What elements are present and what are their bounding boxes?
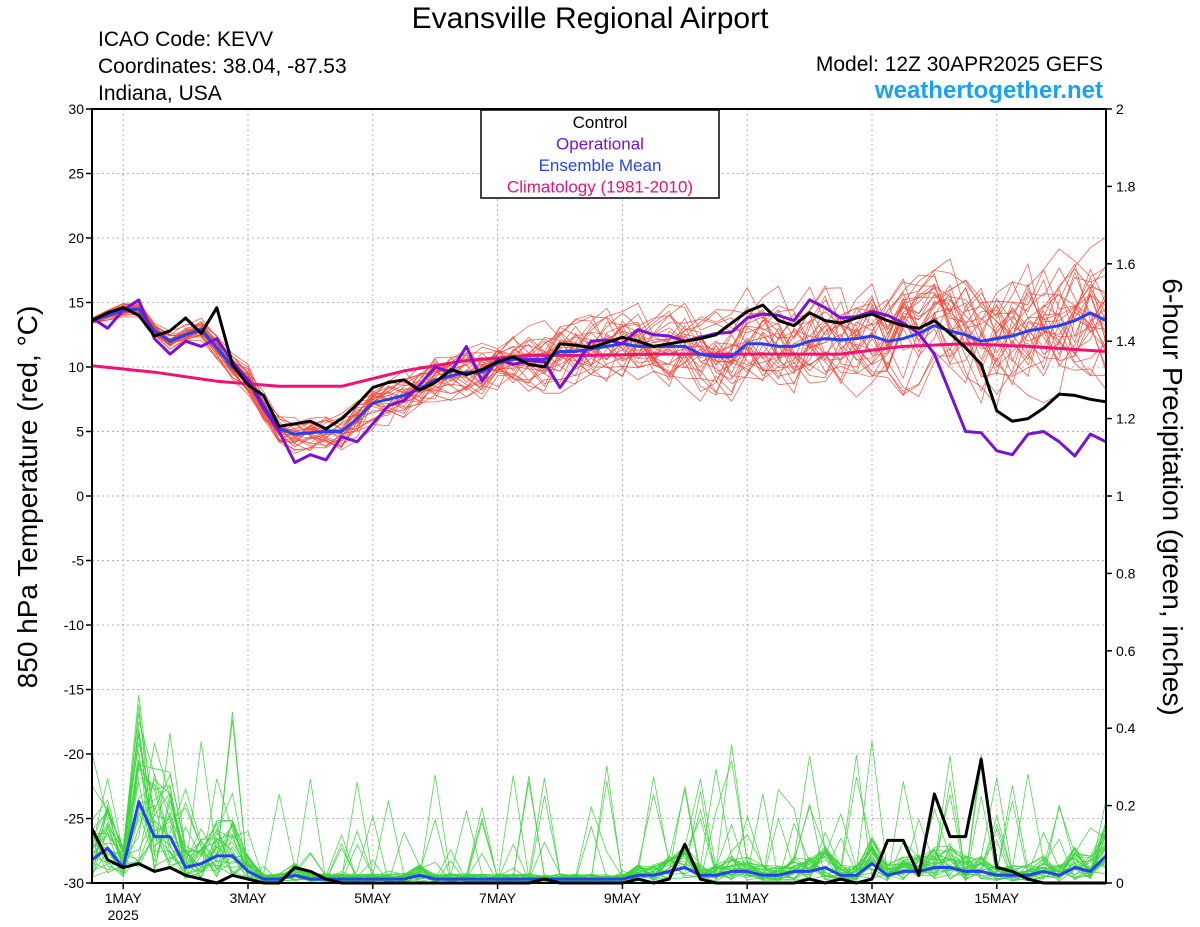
y-tick-label: -30 — [64, 875, 84, 891]
series-lines — [90, 298, 1108, 885]
legend-entry: Climatology (1981-2010) — [507, 178, 693, 197]
y2-tick-label: 0.6 — [1116, 643, 1136, 659]
temp-member-line — [91, 299, 1107, 435]
ensemble-members — [91, 236, 1107, 883]
control-left-line — [91, 303, 1107, 431]
brand-link[interactable]: weathertogether.net — [874, 77, 1103, 104]
x-tick-label: 9MAY — [604, 890, 642, 906]
icao-code: ICAO Code: KEVV — [98, 28, 274, 51]
legend-entry: Ensemble Mean — [539, 156, 662, 175]
y-tick-label: 25 — [68, 166, 84, 182]
legend: Control Operational Ensemble Mean Climatolo… — [480, 109, 720, 199]
region: Indiana, USA — [98, 82, 222, 105]
y-tick-label: -15 — [64, 682, 84, 698]
x-tick-label: 11MAY — [725, 890, 769, 906]
y2-tick-label: 0.2 — [1116, 798, 1136, 814]
x-tick-label: 3MAY — [229, 890, 267, 906]
y2-tick-label: 1.8 — [1116, 178, 1136, 194]
x-tick-sublabel: 2025 — [108, 907, 139, 923]
y-tick-label: -5 — [72, 553, 85, 569]
climatology-left-line — [91, 342, 1107, 388]
y2-tick-label: 1.4 — [1116, 333, 1136, 349]
y-tick-label: 15 — [68, 295, 84, 311]
y2-tick-label: 0.4 — [1116, 720, 1136, 736]
legend-entry: Control — [573, 113, 628, 132]
temp-member-line — [91, 286, 1107, 448]
y-tick-label: 10 — [68, 359, 84, 375]
x-tick-label: 13MAY — [850, 890, 896, 906]
y-tick-label: 5 — [76, 424, 84, 440]
x-tick-label: 15MAY — [974, 890, 1020, 906]
x-tick-label: 7MAY — [479, 890, 517, 906]
page-title: Evansville Regional Airport — [411, 2, 769, 35]
y-tick-label: -10 — [64, 617, 84, 633]
model-run: Model: 12Z 30APR2025 GEFS — [815, 53, 1103, 76]
y2-tick-label: 0 — [1116, 875, 1124, 891]
x-tick-label: 5MAY — [354, 890, 392, 906]
y-tick-label: -25 — [64, 811, 84, 827]
legend-entry: Operational — [556, 135, 644, 154]
ensemble-mean-right-line — [91, 800, 1108, 881]
y2-tick-label: 0.8 — [1116, 565, 1136, 581]
y2-tick-label: 1.2 — [1116, 411, 1136, 427]
y-tick-label: -20 — [64, 746, 84, 762]
y-tick-label: 0 — [76, 488, 84, 504]
operational-left-line — [91, 298, 1107, 464]
coordinates: Coordinates: 38.04, -87.53 — [98, 55, 347, 78]
y2-tick-label: 2 — [1116, 101, 1124, 117]
y2-tick-label: 1.6 — [1116, 256, 1136, 272]
grid-lines — [92, 109, 1106, 883]
x-tick-label: 1MAY — [105, 890, 143, 906]
temp-member-line — [91, 284, 1107, 454]
y-tick-label: 20 — [68, 230, 84, 246]
y-tick-label: 30 — [68, 101, 84, 117]
temp-member-line — [91, 294, 1107, 437]
axis-ticks: 302520151050-5-10-15-20-25-3021.81.61.41… — [64, 101, 1136, 923]
legend-box — [480, 109, 720, 199]
precip-member-line — [91, 713, 1107, 882]
y2-tick-label: 1 — [1116, 488, 1124, 504]
